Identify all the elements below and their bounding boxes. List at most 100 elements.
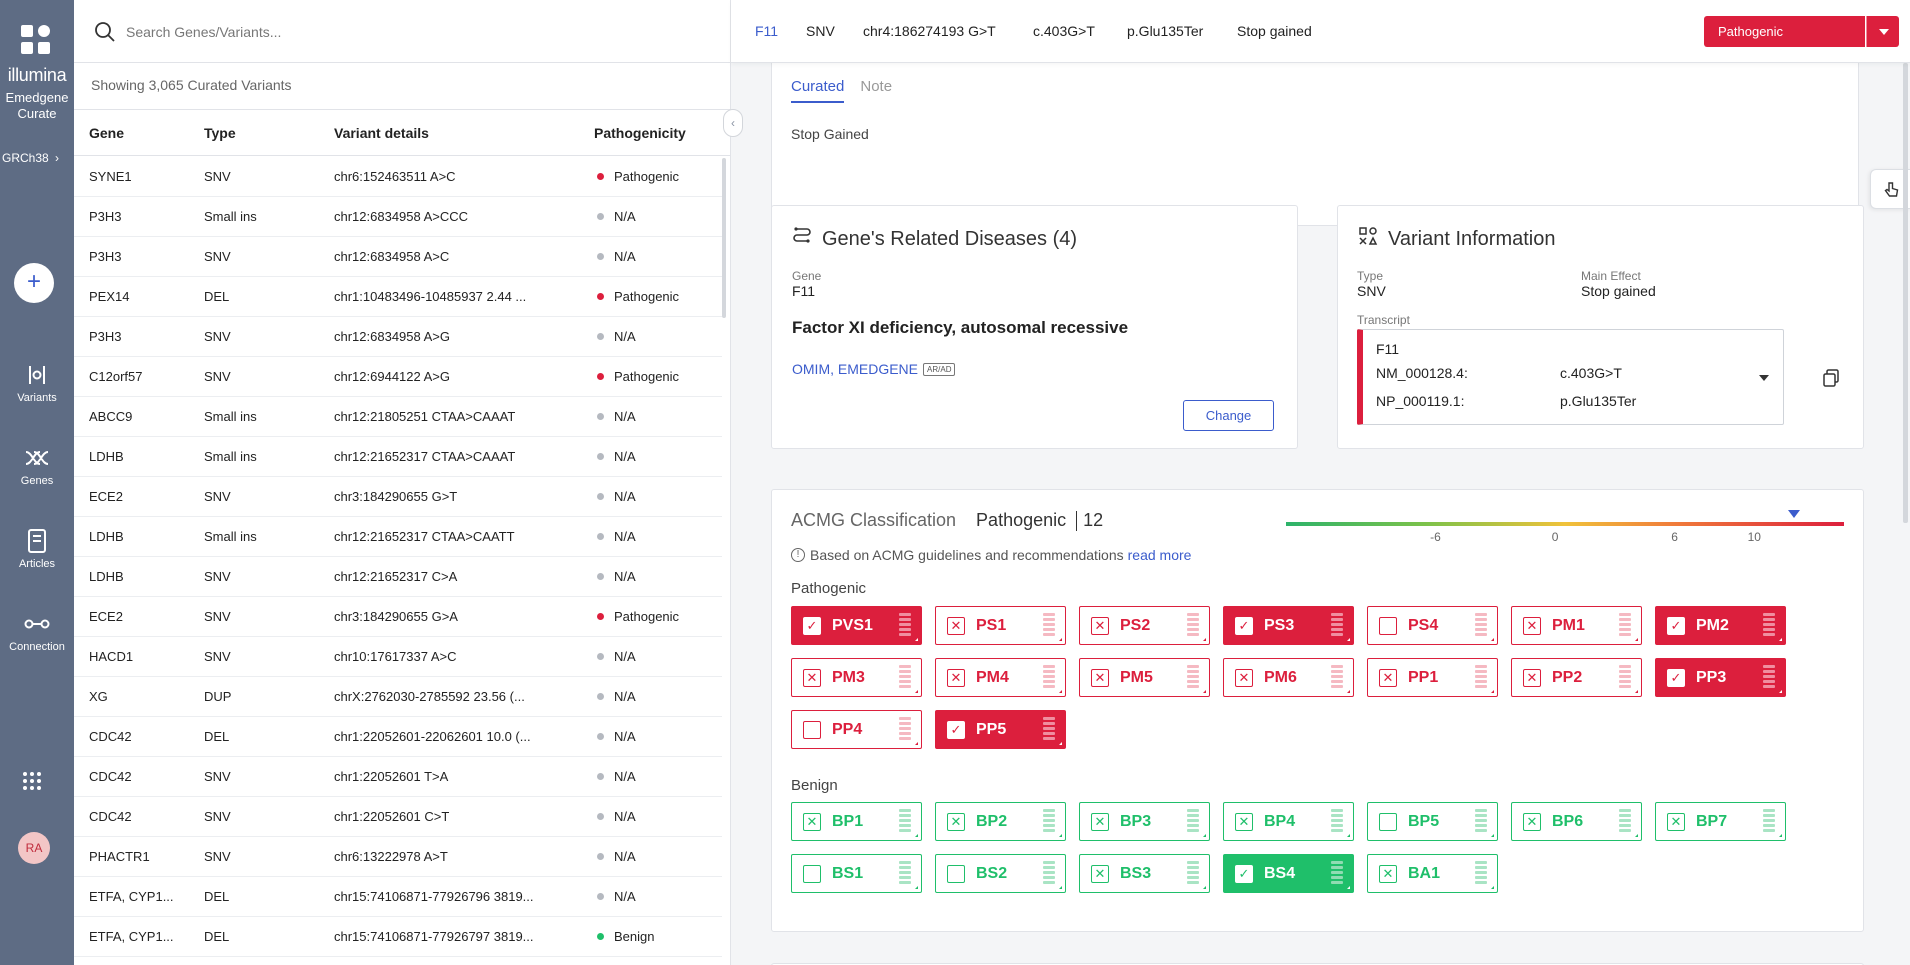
strength-bars-icon[interactable] bbox=[1331, 665, 1343, 691]
main-scrollbar[interactable] bbox=[1903, 63, 1908, 523]
criterion-checkbox[interactable]: ✕ bbox=[1091, 812, 1109, 831]
criterion-pp2[interactable]: ✕ PP2 bbox=[1511, 658, 1642, 697]
criterion-ps1[interactable]: ✕ PS1 bbox=[935, 606, 1066, 645]
criterion-checkbox[interactable]: ✕ bbox=[1091, 616, 1109, 635]
strength-bars-icon[interactable] bbox=[1331, 861, 1343, 887]
criterion-checkbox[interactable]: ✕ bbox=[1091, 668, 1109, 687]
criterion-bp3[interactable]: ✕ BP3 bbox=[1079, 802, 1210, 841]
strength-bars-icon[interactable] bbox=[1187, 613, 1199, 639]
criterion-checkbox[interactable]: ✕ bbox=[1667, 812, 1685, 831]
strength-bars-icon[interactable] bbox=[899, 665, 911, 691]
criterion-checkbox[interactable] bbox=[1379, 812, 1397, 831]
criterion-checkbox[interactable]: ✕ bbox=[947, 668, 965, 687]
criterion-pm4[interactable]: ✕ PM4 bbox=[935, 658, 1066, 697]
avatar[interactable]: RA bbox=[18, 832, 50, 864]
strength-bars-icon[interactable] bbox=[1187, 809, 1199, 835]
table-row[interactable]: XG DUP chrX:2762030-2785592 23.56 (... N/A bbox=[74, 677, 722, 717]
table-row[interactable]: P3H3 SNV chr12:6834958 A>C N/A bbox=[74, 237, 722, 277]
table-row[interactable]: CDC42 SNV chr1:22052601 T>A N/A bbox=[74, 757, 722, 797]
classification-button[interactable]: Pathogenic bbox=[1704, 16, 1865, 47]
criterion-pm3[interactable]: ✕ PM3 bbox=[791, 658, 922, 697]
table-row[interactable]: PHACTR1 SNV chr6:13222978 A>T N/A bbox=[74, 837, 722, 877]
criterion-checkbox[interactable]: ✕ bbox=[1523, 812, 1541, 831]
criterion-ps3[interactable]: ✓ PS3 bbox=[1223, 606, 1354, 645]
strength-bars-icon[interactable] bbox=[1043, 613, 1055, 639]
criterion-pvs1[interactable]: ✓ PVS1 bbox=[791, 606, 922, 645]
criterion-bs3[interactable]: ✕ BS3 bbox=[1079, 854, 1210, 893]
strength-bars-icon[interactable] bbox=[1331, 613, 1343, 639]
criterion-checkbox[interactable]: ✓ bbox=[1667, 668, 1685, 687]
strength-bars-icon[interactable] bbox=[1475, 613, 1487, 639]
strength-bars-icon[interactable] bbox=[1763, 665, 1775, 691]
read-more-link[interactable]: read more bbox=[1127, 547, 1192, 563]
classification-dropdown-caret[interactable] bbox=[1866, 16, 1899, 47]
criterion-pp3[interactable]: ✓ PP3 bbox=[1655, 658, 1786, 697]
criterion-ps4[interactable]: PS4 bbox=[1367, 606, 1498, 645]
table-row[interactable]: ECE2 SNV chr3:184290655 G>T N/A bbox=[74, 477, 722, 517]
table-row[interactable]: P3H3 Small ins chr12:6834958 A>CCC N/A bbox=[74, 197, 722, 237]
criterion-checkbox[interactable] bbox=[1379, 616, 1397, 635]
strength-bars-icon[interactable] bbox=[1331, 809, 1343, 835]
collapse-panel-button[interactable]: ‹ bbox=[723, 109, 743, 137]
table-row[interactable]: P3H3 SNV chr12:6834958 A>G N/A bbox=[74, 317, 722, 357]
disease-sources-link[interactable]: OMIM, EMEDGENE bbox=[792, 361, 919, 377]
strength-bars-icon[interactable] bbox=[1619, 665, 1631, 691]
strength-bars-icon[interactable] bbox=[899, 861, 911, 887]
criterion-checkbox[interactable]: ✕ bbox=[1235, 668, 1253, 687]
criterion-checkbox[interactable]: ✕ bbox=[1523, 616, 1541, 635]
criterion-checkbox[interactable]: ✕ bbox=[1379, 864, 1397, 883]
table-row[interactable]: LDHB SNV chr12:21652317 C>A N/A bbox=[74, 557, 722, 597]
table-row[interactable]: ECE2 SNV chr3:184290655 G>A Pathogenic bbox=[74, 597, 722, 637]
strength-bars-icon[interactable] bbox=[1187, 665, 1199, 691]
strength-bars-icon[interactable] bbox=[1187, 861, 1199, 887]
criterion-pm1[interactable]: ✕ PM1 bbox=[1511, 606, 1642, 645]
strength-bars-icon[interactable] bbox=[899, 717, 911, 743]
criterion-checkbox[interactable] bbox=[803, 720, 821, 739]
header-gene-link[interactable]: F11 bbox=[755, 23, 779, 39]
apps-icon[interactable] bbox=[23, 772, 43, 792]
strength-bars-icon[interactable] bbox=[1043, 809, 1055, 835]
table-row[interactable]: HACD1 SNV chr10:17617337 A>C N/A bbox=[74, 637, 722, 677]
criterion-checkbox[interactable]: ✓ bbox=[1235, 616, 1253, 635]
app-grid-logo-icon[interactable] bbox=[21, 25, 51, 55]
strength-bars-icon[interactable] bbox=[899, 613, 911, 639]
strength-bars-icon[interactable] bbox=[1043, 717, 1055, 743]
criterion-bs2[interactable]: BS2 bbox=[935, 854, 1066, 893]
strength-bars-icon[interactable] bbox=[1043, 665, 1055, 691]
criterion-checkbox[interactable]: ✓ bbox=[1667, 616, 1685, 635]
strength-bars-icon[interactable] bbox=[899, 809, 911, 835]
criterion-bp5[interactable]: BP5 bbox=[1367, 802, 1498, 841]
criterion-checkbox[interactable]: ✕ bbox=[803, 812, 821, 831]
criterion-pm6[interactable]: ✕ PM6 bbox=[1223, 658, 1354, 697]
strength-bars-icon[interactable] bbox=[1475, 665, 1487, 691]
column-variant-details[interactable]: Variant details bbox=[334, 124, 429, 141]
add-button[interactable]: + bbox=[14, 263, 54, 303]
nav-genes[interactable]: Genes bbox=[0, 443, 74, 487]
criterion-checkbox[interactable]: ✕ bbox=[1235, 812, 1253, 831]
table-row[interactable]: CDC42 DEL chr1:22052601-22062601 10.0 (...… bbox=[74, 717, 722, 757]
criterion-ps2[interactable]: ✕ PS2 bbox=[1079, 606, 1210, 645]
strength-bars-icon[interactable] bbox=[1475, 861, 1487, 887]
criterion-bs1[interactable]: BS1 bbox=[791, 854, 922, 893]
tab-curated[interactable]: Curated bbox=[791, 78, 845, 103]
list-scrollbar[interactable] bbox=[722, 158, 726, 318]
criterion-ba1[interactable]: ✕ BA1 bbox=[1367, 854, 1498, 893]
criterion-bp1[interactable]: ✕ BP1 bbox=[791, 802, 922, 841]
copy-icon[interactable] bbox=[1821, 368, 1841, 393]
strength-bars-icon[interactable] bbox=[1619, 809, 1631, 835]
criterion-bs4[interactable]: ✓ BS4 bbox=[1223, 854, 1354, 893]
table-row[interactable]: SYNE1 SNV chr6:152463511 A>C Pathogenic bbox=[74, 157, 722, 197]
criterion-checkbox[interactable]: ✓ bbox=[947, 720, 965, 739]
criterion-bp4[interactable]: ✕ BP4 bbox=[1223, 802, 1354, 841]
strength-bars-icon[interactable] bbox=[1763, 613, 1775, 639]
criterion-pp1[interactable]: ✕ PP1 bbox=[1367, 658, 1498, 697]
criterion-checkbox[interactable] bbox=[947, 864, 965, 883]
table-row[interactable]: PEX14 DEL chr1:10483496-10485937 2.44 ... P… bbox=[74, 277, 722, 317]
criterion-bp2[interactable]: ✕ BP2 bbox=[935, 802, 1066, 841]
nav-connection[interactable]: Connection bbox=[0, 609, 74, 653]
criterion-checkbox[interactable]: ✕ bbox=[947, 812, 965, 831]
nav-articles[interactable]: Articles bbox=[0, 526, 74, 570]
transcript-select[interactable]: F11 NM_000128.4: c.403G>T NP_000119.1: p… bbox=[1357, 329, 1784, 425]
criterion-checkbox[interactable]: ✕ bbox=[1379, 668, 1397, 687]
column-pathogenicity[interactable]: Pathogenicity bbox=[594, 124, 686, 141]
